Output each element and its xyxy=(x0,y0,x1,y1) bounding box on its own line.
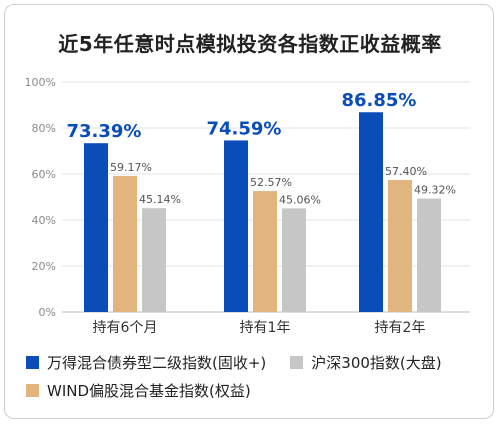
legend-swatch-equity xyxy=(26,383,39,397)
bar xyxy=(113,175,137,312)
y-tick-label: 40% xyxy=(32,214,56,227)
bar xyxy=(388,179,412,312)
y-tick-label: 0% xyxy=(39,306,56,319)
y-tick-label: 80% xyxy=(32,122,56,135)
y-tick-label: 20% xyxy=(32,260,56,273)
x-tick-label: 持有1年 xyxy=(240,320,291,336)
bar xyxy=(224,140,248,312)
data-label: 52.57% xyxy=(250,176,292,189)
x-tick-label: 持有2年 xyxy=(375,320,426,336)
legend-swatch-hs300 xyxy=(290,355,304,369)
legend-item-bond: 万得混合债券型二级指数(固收+) xyxy=(26,352,266,373)
y-tick-label: 100% xyxy=(25,76,56,89)
y-tick-label: 60% xyxy=(32,168,56,181)
legend-label-hs300: 沪深300指数(大盘) xyxy=(311,353,442,372)
legend-label-bond: 万得混合债券型二级指数(固收+) xyxy=(47,353,267,372)
data-label: 86.85% xyxy=(342,90,417,111)
bar xyxy=(142,208,166,312)
bar xyxy=(282,208,306,312)
data-label: 49.32% xyxy=(414,184,456,197)
data-label: 74.59% xyxy=(207,118,282,139)
legend-item-hs300: 沪深300指数(大盘) xyxy=(290,352,442,373)
data-label: 45.14% xyxy=(139,193,181,206)
data-label: 73.39% xyxy=(67,121,142,142)
legend-swatch-bond xyxy=(26,355,39,369)
bar-chart: 0% 20% 40% 60% 80% 100% 73.39% 59.17% 45.14% 持有6个… xyxy=(25,76,470,336)
data-label: 45.06% xyxy=(279,193,321,206)
legend-item-equity: WIND偏股混合基金指数(权益) xyxy=(26,380,251,401)
data-label: 57.40% xyxy=(385,165,427,178)
data-label: 59.17% xyxy=(110,161,152,174)
legend: 万得混合债券型二级指数(固收+) 沪深300指数(大盘) WIND偏股混合基金指… xyxy=(26,348,486,404)
bar xyxy=(359,112,383,313)
bar xyxy=(84,143,108,312)
legend-label-equity: WIND偏股混合基金指数(权益) xyxy=(47,381,251,400)
chart-title: 近5年任意时点模拟投资各指数正收益概率 xyxy=(58,32,442,56)
bar xyxy=(253,191,277,312)
bar xyxy=(417,198,441,312)
x-tick-label: 持有6个月 xyxy=(93,320,158,336)
